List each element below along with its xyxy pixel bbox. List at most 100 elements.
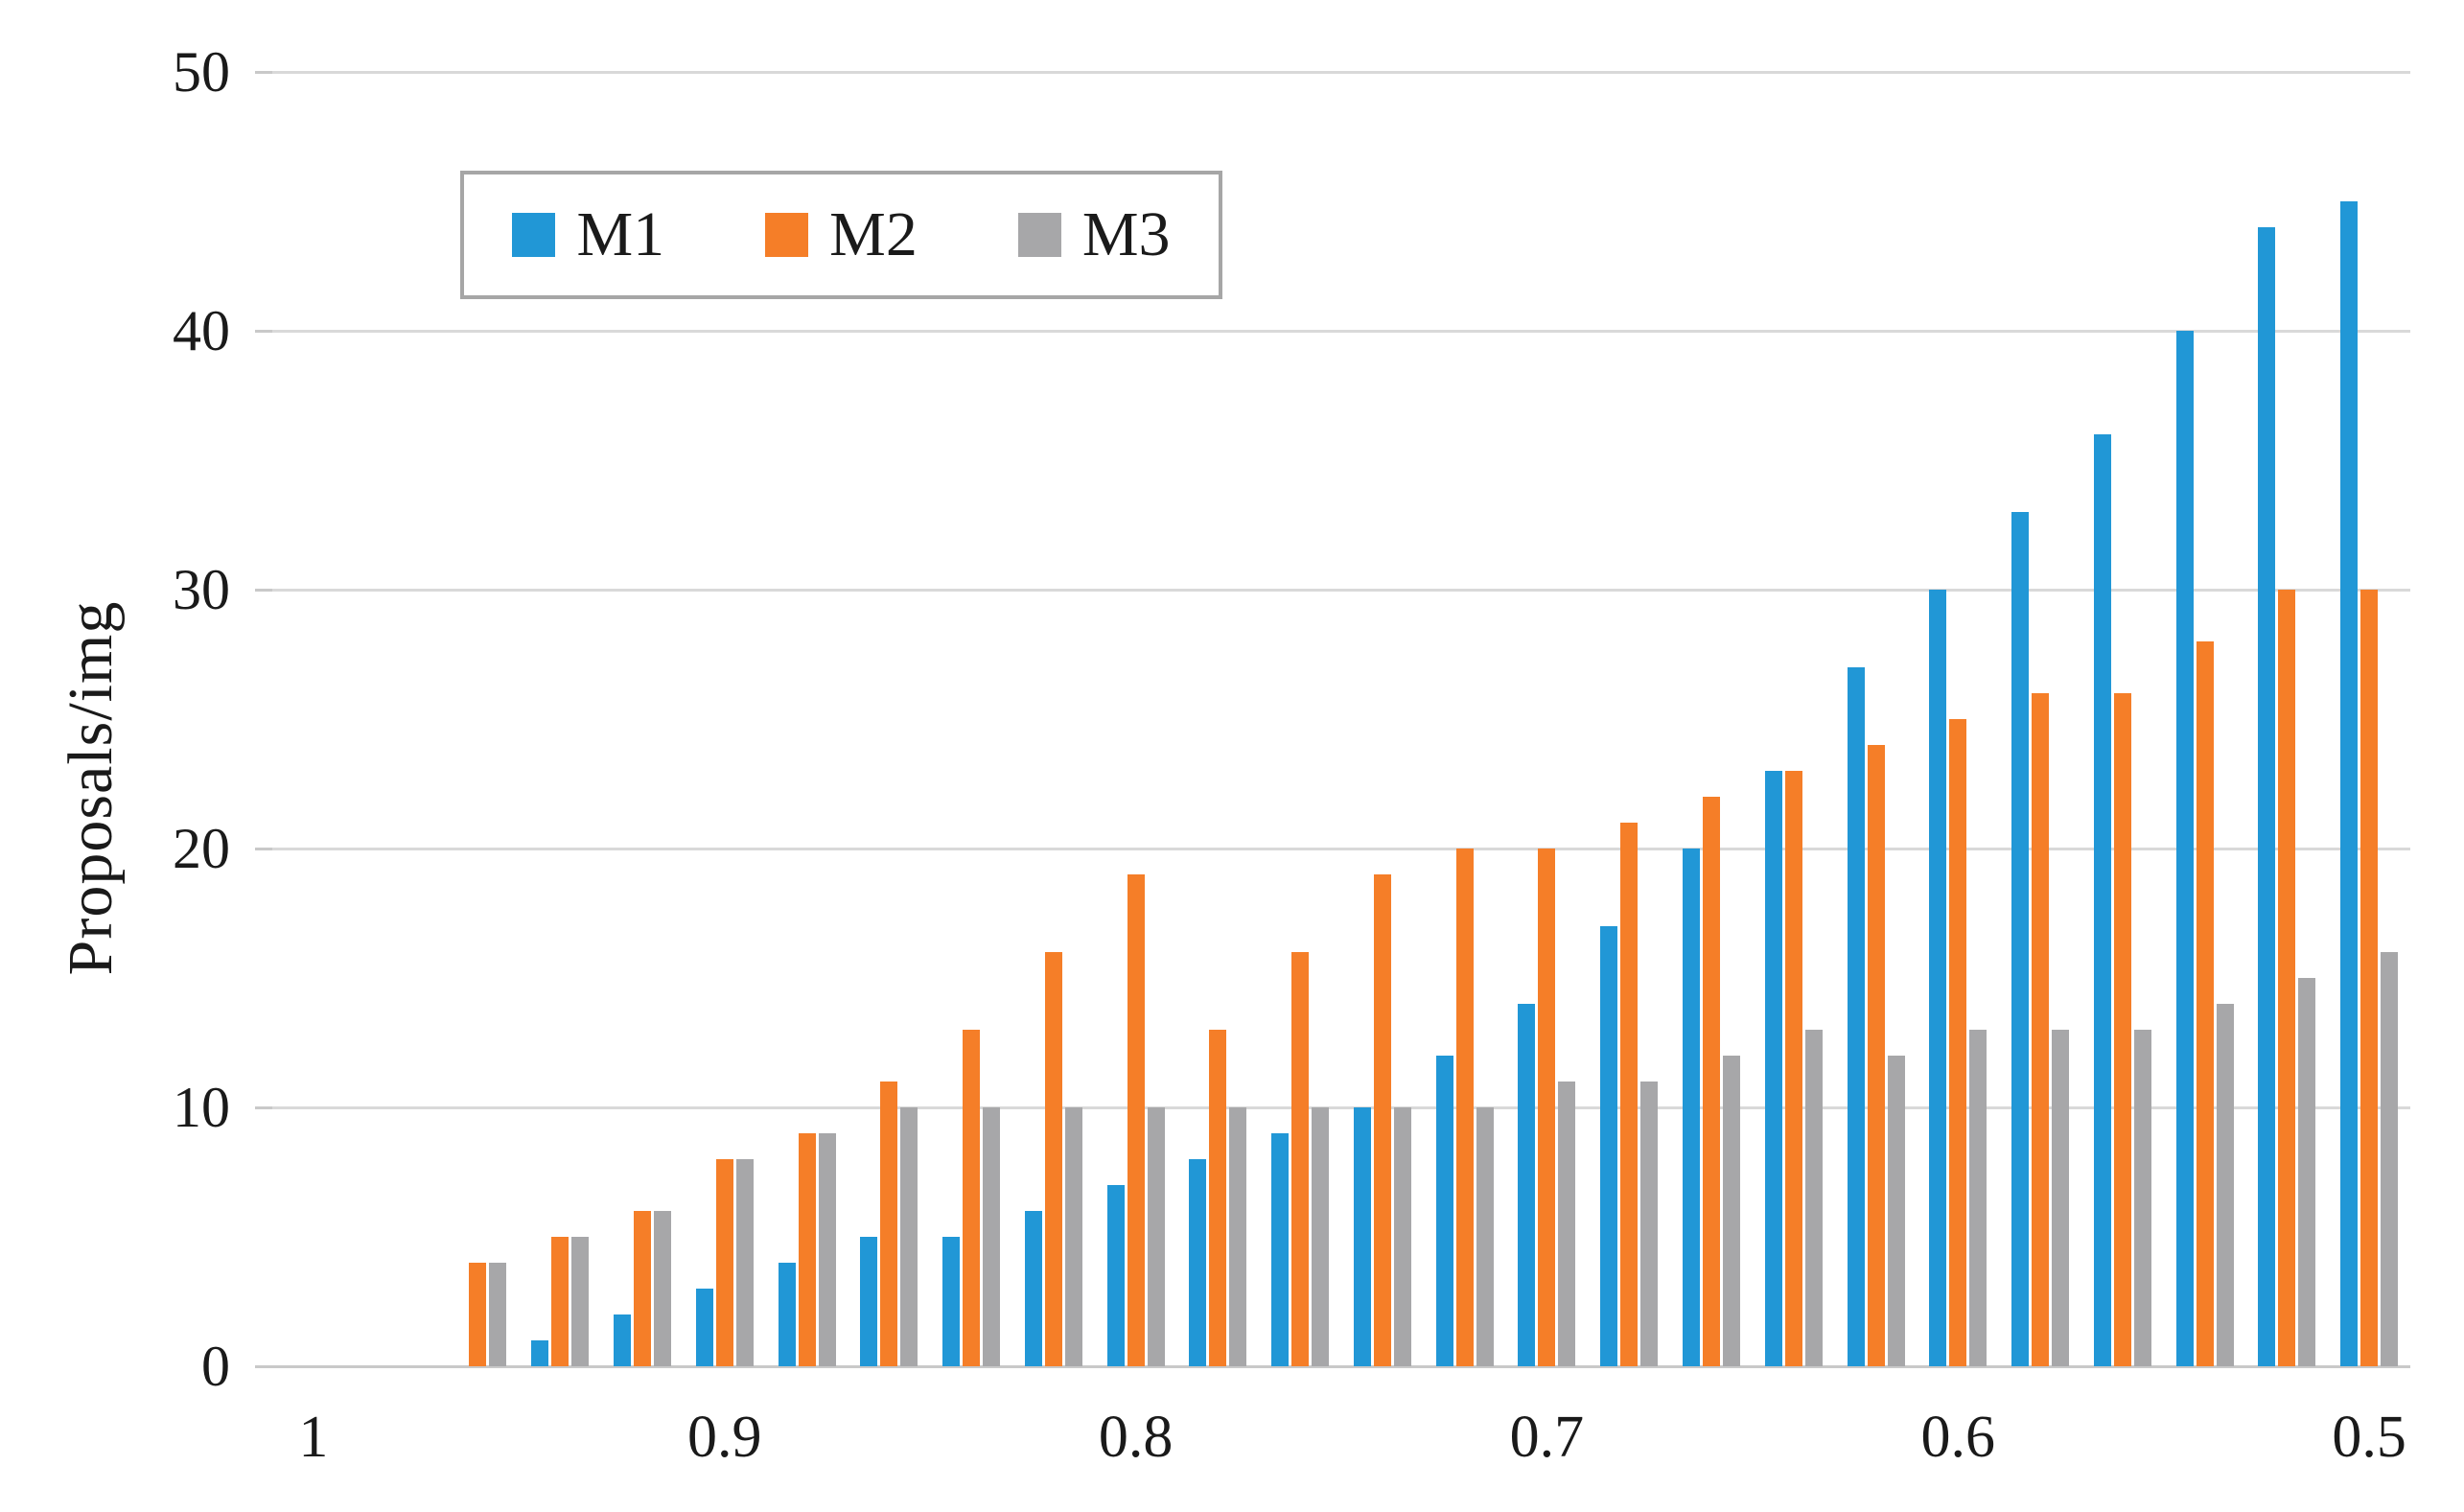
bar-m1-0.64: [1764, 771, 1782, 1366]
bar-m1-0.7: [1518, 1004, 1536, 1366]
bar-m3-0.7: [1558, 1082, 1576, 1366]
x-axis-line: [272, 1365, 2410, 1368]
bar-m3-0.68: [1640, 1082, 1659, 1366]
m2-color-swatch: [765, 213, 809, 257]
bar-m2-0.88: [798, 1133, 816, 1366]
bar-m3-0.76: [1312, 1107, 1330, 1366]
bar-m3-0.64: [1804, 1030, 1823, 1366]
y-axis-title: Proposals/img: [56, 600, 126, 976]
y-tick-label-10: 10: [173, 1076, 230, 1139]
bar-m1-0.54: [2175, 331, 2194, 1366]
x-tick-label-1: 1: [298, 1405, 329, 1470]
bar-m2-0.7: [1538, 849, 1556, 1366]
y-tick-20: [255, 848, 272, 850]
bar-m2-0.54: [2196, 641, 2214, 1366]
bar-m3-0.88: [818, 1133, 836, 1366]
legend-item-m2: M2: [765, 203, 918, 267]
y-tick-40: [255, 330, 272, 333]
bar-m1-0.72: [1435, 1056, 1453, 1366]
bar-m1-0.82: [1024, 1211, 1042, 1366]
bar-m3-0.54: [2216, 1004, 2234, 1366]
bar-m3-0.86: [900, 1107, 918, 1366]
x-tick-label-0.7: 0.7: [1509, 1405, 1585, 1470]
gridline-40: [272, 330, 2410, 333]
bar-m2-0.68: [1620, 823, 1639, 1366]
bar-m1-0.6: [1929, 590, 1947, 1366]
bar-m1-0.78: [1189, 1159, 1207, 1366]
bar-m2-0.66: [1702, 797, 1720, 1366]
gridline-10: [272, 1106, 2410, 1109]
x-tick-label-0.5: 0.5: [2332, 1405, 2406, 1470]
bar-m3-0.56: [2133, 1030, 2151, 1366]
bar-m3-0.9: [735, 1159, 754, 1366]
bar-m1-0.86: [860, 1237, 878, 1366]
bar-m2-0.74: [1373, 874, 1391, 1366]
legend-label-m1: M1: [576, 199, 665, 269]
legend: M1 M2 M3: [460, 171, 1222, 299]
bar-m2-0.9: [715, 1159, 733, 1366]
bar-m1-0.62: [1847, 667, 1865, 1366]
bar-m1-0.92: [613, 1314, 631, 1366]
bar-m2-0.84: [963, 1030, 981, 1366]
m3-color-swatch: [1017, 213, 1061, 257]
y-tick-label-20: 20: [173, 817, 230, 880]
y-tick-30: [255, 589, 272, 592]
bar-m2-0.76: [1291, 952, 1310, 1366]
x-tick-label-0.9: 0.9: [686, 1405, 762, 1470]
bar-m1-0.5: [2340, 201, 2359, 1366]
bar-m2-0.6: [1949, 719, 1967, 1366]
bar-m1-0.84: [942, 1237, 961, 1366]
bar-m1-0.94: [531, 1340, 549, 1366]
bar-m2-0.78: [1209, 1030, 1227, 1366]
bar-m3-0.6: [1969, 1030, 1987, 1366]
gridline-30: [272, 589, 2410, 592]
bar-m1-0.66: [1682, 849, 1700, 1366]
y-tick-10: [255, 1106, 272, 1109]
bar-m2-0.5: [2360, 590, 2379, 1366]
bar-m2-0.56: [2113, 693, 2131, 1366]
bar-m2-0.8: [1127, 874, 1145, 1366]
bar-m3-0.82: [1064, 1107, 1082, 1366]
y-tick-label-40: 40: [173, 299, 230, 362]
bar-m3-0.8: [1147, 1107, 1165, 1366]
bar-m2-0.86: [880, 1082, 898, 1366]
bar-m2-0.82: [1044, 952, 1062, 1366]
bar-m1-0.58: [2011, 512, 2030, 1366]
x-tick-label-0.6: 0.6: [1920, 1405, 1996, 1470]
gridline-50: [272, 71, 2410, 74]
bar-m1-0.88: [778, 1263, 796, 1366]
bar-m3-0.74: [1393, 1107, 1411, 1366]
bar-m3-0.66: [1722, 1056, 1740, 1366]
bar-m1-0.68: [1600, 926, 1618, 1366]
bar-m3-0.84: [983, 1107, 1001, 1366]
bar-m1-0.76: [1271, 1133, 1290, 1366]
m1-color-swatch: [512, 213, 556, 257]
bar-m1-0.52: [2258, 227, 2276, 1366]
bar-m1-0.74: [1353, 1107, 1371, 1366]
bar-m3-0.92: [653, 1211, 671, 1366]
bar-m2-0.94: [551, 1237, 570, 1366]
bar-m3-0.52: [2298, 978, 2316, 1366]
bar-m2-0.62: [1867, 745, 1885, 1366]
bar-m2-0.72: [1455, 849, 1474, 1366]
bar-m2-0.52: [2278, 590, 2296, 1366]
bar-m1-0.8: [1106, 1185, 1125, 1366]
x-tick-label-0.8: 0.8: [1098, 1405, 1174, 1470]
y-tick-0: [255, 1365, 272, 1368]
legend-label-m2: M2: [829, 199, 918, 269]
bar-m2-0.96: [469, 1263, 487, 1366]
bar-m3-0.62: [1887, 1056, 1905, 1366]
legend-label-m3: M3: [1081, 199, 1171, 269]
legend-item-m1: M1: [512, 203, 664, 267]
bar-m1-0.56: [2093, 434, 2111, 1366]
bar-m3-0.58: [2052, 1030, 2070, 1366]
bar-m3-0.96: [489, 1263, 507, 1366]
bar-m1-0.9: [695, 1289, 713, 1366]
bar-m3-0.78: [1229, 1107, 1247, 1366]
legend-item-m3: M3: [1017, 199, 1171, 269]
gridline-20: [272, 848, 2410, 850]
bar-m3-0.5: [2381, 952, 2399, 1366]
bar-m2-0.58: [2032, 693, 2050, 1366]
y-tick-label-30: 30: [173, 558, 230, 621]
